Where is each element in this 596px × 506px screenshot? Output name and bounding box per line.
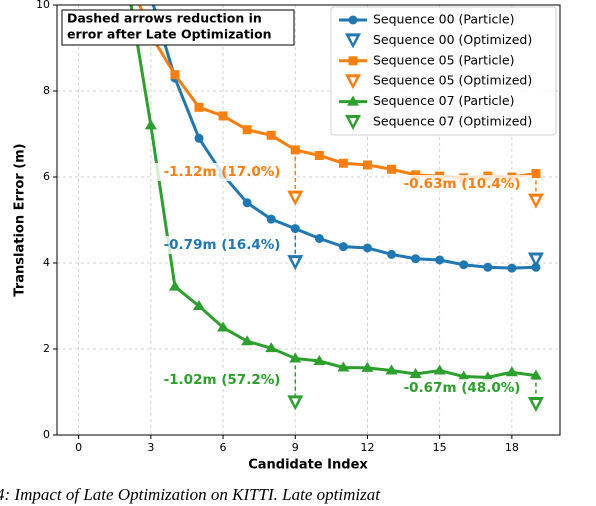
point — [290, 145, 300, 155]
point-inner — [291, 258, 299, 266]
point — [194, 102, 204, 112]
x-tick-label: 15 — [433, 441, 447, 454]
point — [387, 249, 397, 259]
point — [314, 233, 324, 243]
point — [433, 364, 446, 375]
annotation-bg — [392, 379, 532, 397]
point — [385, 364, 398, 375]
x-tick-label: 18 — [505, 441, 519, 454]
y-tick-label: 4 — [43, 256, 50, 269]
note-box — [61, 9, 295, 46]
point — [266, 130, 276, 140]
annotation-bg — [392, 175, 532, 193]
x-axis-label: Candidate Index — [248, 458, 368, 473]
point — [265, 342, 278, 353]
x-tick-label: 12 — [360, 441, 374, 454]
point-inner — [291, 398, 299, 406]
point — [242, 198, 252, 208]
point-inner — [349, 118, 357, 125]
legend-label: Sequence 05 (Particle) — [373, 52, 514, 67]
point — [241, 335, 254, 346]
point — [531, 169, 541, 179]
point — [337, 361, 350, 372]
point — [411, 170, 421, 180]
point — [144, 119, 157, 130]
point — [242, 125, 252, 135]
legend-box — [330, 6, 557, 136]
point — [348, 15, 358, 25]
annotation-bg — [152, 371, 292, 389]
note-text: Dashed arrows reduction in — [67, 11, 262, 26]
x-tick-label: 3 — [147, 441, 154, 454]
point — [505, 366, 518, 377]
point-inner — [532, 255, 540, 263]
point — [192, 300, 205, 310]
point — [217, 321, 230, 332]
legend-label: Sequence 07 (Optimized) — [373, 114, 532, 129]
point — [507, 263, 517, 273]
legend-label: Sequence 05 (Optimized) — [373, 73, 532, 88]
annotation: -1.12m (17.0%) — [164, 164, 281, 180]
point — [338, 158, 348, 168]
point — [481, 371, 494, 382]
point — [218, 111, 228, 121]
note-text: error after Late Optimization — [67, 27, 272, 42]
legend-label: Sequence 00 (Optimized) — [373, 32, 532, 47]
point — [266, 214, 276, 224]
point-inner — [349, 36, 357, 44]
y-axis-label: Translation Error (m) — [13, 143, 28, 296]
legend-label: Sequence 07 (Particle) — [373, 93, 514, 108]
point — [435, 255, 445, 265]
point-inner — [532, 400, 540, 408]
annotation: -0.63m (10.4%) — [404, 176, 521, 192]
point — [411, 254, 421, 264]
point — [387, 164, 397, 174]
point — [348, 56, 358, 66]
point-inner — [291, 193, 299, 201]
point — [409, 367, 422, 378]
point — [338, 242, 348, 252]
point — [168, 280, 181, 291]
point-inner — [349, 77, 357, 85]
point — [290, 224, 300, 234]
point — [457, 370, 470, 381]
point — [194, 133, 204, 143]
y-tick-label: 6 — [43, 170, 50, 183]
point — [362, 160, 372, 170]
point — [347, 95, 359, 106]
annotation: -0.67m (48.0%) — [404, 380, 521, 396]
y-tick-label: 8 — [43, 84, 50, 97]
legend-label: Sequence 00 (Particle) — [373, 12, 514, 27]
point — [483, 262, 493, 272]
axes-frame — [56, 4, 561, 436]
plot-area — [129, 0, 544, 413]
point-inner — [532, 196, 540, 204]
point — [529, 369, 542, 380]
annotation: -0.79m (16.4%) — [164, 237, 281, 253]
y-tick-label: 10 — [36, 0, 50, 11]
point — [361, 361, 374, 372]
y-tick-label: 0 — [43, 428, 50, 441]
point — [146, 0, 155, 1]
x-tick-label: 6 — [220, 441, 227, 454]
annotation-bg — [152, 236, 292, 254]
point — [289, 352, 302, 363]
annotation-bg — [152, 163, 292, 181]
point — [459, 260, 469, 270]
x-tick-label: 9 — [292, 441, 299, 454]
point — [362, 243, 372, 253]
caption: 4: Impact of Late Optimization on KITTI.… — [0, 485, 381, 504]
point — [314, 151, 324, 160]
point — [313, 355, 326, 366]
annotation: -1.02m (57.2%) — [164, 372, 281, 388]
x-tick-label: 0 — [75, 441, 82, 454]
point — [170, 70, 180, 80]
y-tick-label: 2 — [43, 342, 50, 355]
